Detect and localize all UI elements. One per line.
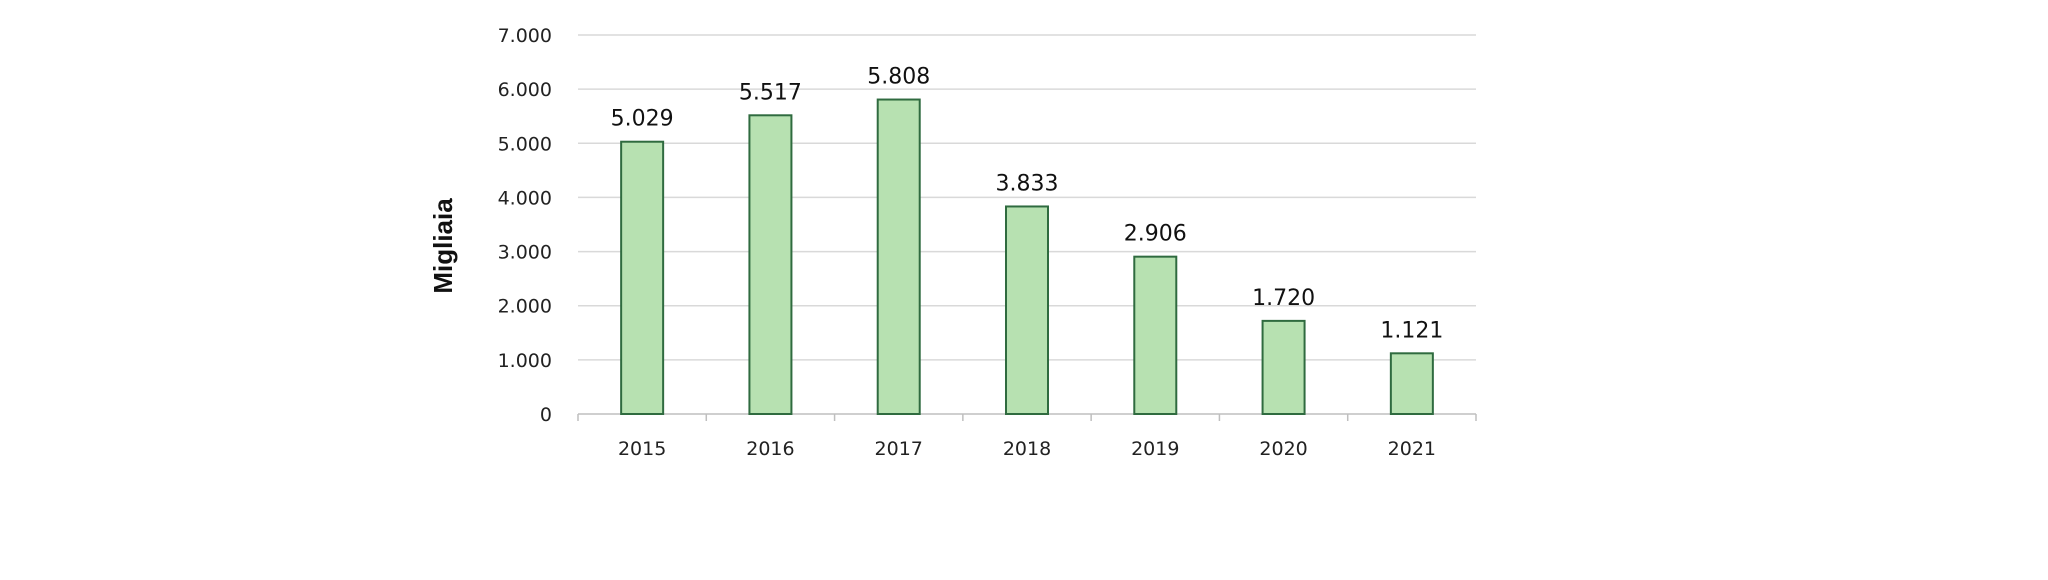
- y-tick-label: 2.000: [498, 296, 552, 318]
- y-tick-label: 6.000: [498, 79, 552, 101]
- bar-2016: [748, 114, 793, 415]
- data-label-2015: 5.029: [611, 107, 674, 132]
- x-tick-label: 2015: [618, 438, 666, 460]
- bar-2018: [1005, 205, 1049, 415]
- bar-2017: [876, 98, 921, 415]
- bar-2019: [1133, 255, 1178, 415]
- data-label-2016: 5.517: [739, 80, 802, 105]
- y-tick-label: 5.000: [498, 133, 552, 155]
- data-label-2020: 1.720: [1252, 286, 1315, 311]
- y-tick-label: 0: [540, 404, 552, 426]
- x-axis: [577, 413, 1477, 421]
- y-tick-label: 4.000: [498, 187, 552, 209]
- x-tick-label: 2018: [1003, 438, 1051, 460]
- bar-2021: [1389, 352, 1434, 415]
- data-label-2017: 5.808: [867, 65, 930, 90]
- y-tick-labels: 0 1.000 2.000 3.000 4.000 5.000 6.000 7.000: [498, 25, 552, 426]
- y-tick-label: 1.000: [498, 350, 552, 372]
- x-tick-label: 2020: [1259, 438, 1307, 460]
- bar-2020: [1261, 319, 1306, 416]
- x-tick-label: 2021: [1388, 438, 1436, 460]
- y-tick-label: 3.000: [498, 242, 552, 264]
- y-tick-label: 7.000: [498, 25, 552, 47]
- y-axis-title: Migliaia: [428, 198, 458, 294]
- data-label-2018: 3.833: [996, 171, 1059, 196]
- bars: [620, 98, 1434, 416]
- x-tick-label: 2017: [875, 438, 923, 460]
- data-labels: 5.029 5.517 5.808 3.833 2.906 1.720 1.121: [611, 65, 1444, 344]
- x-tick-label: 2019: [1131, 438, 1179, 460]
- x-tick-labels: 2015 2016 2017 2018 2019 2020 2021: [618, 438, 1436, 460]
- x-tick-label: 2016: [746, 438, 794, 460]
- data-label-2019: 2.906: [1124, 222, 1187, 247]
- bar-2015: [620, 140, 665, 415]
- data-label-2021: 1.121: [1380, 318, 1443, 343]
